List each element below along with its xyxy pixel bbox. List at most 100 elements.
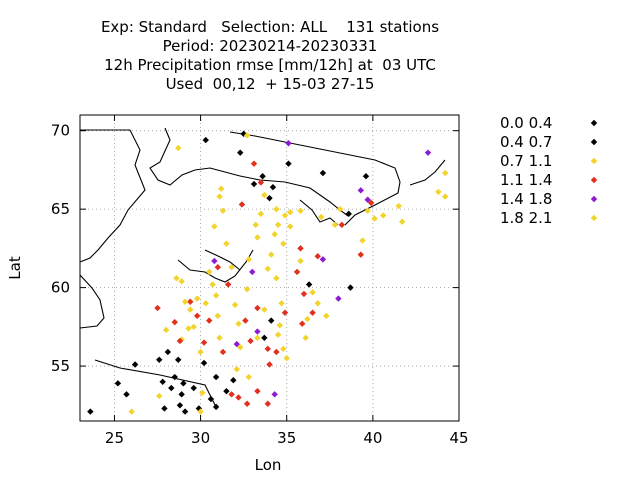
data-point <box>367 199 375 207</box>
data-point <box>123 391 130 398</box>
data-point <box>199 389 206 396</box>
data-point <box>302 334 309 342</box>
data-point <box>319 256 327 263</box>
data-point <box>424 149 432 156</box>
data-point <box>247 337 254 345</box>
data-point <box>233 340 240 348</box>
data-point <box>314 253 321 260</box>
data-point <box>156 392 163 400</box>
y-tick-label: 65 <box>51 200 70 218</box>
data-point <box>297 257 304 265</box>
data-point <box>338 221 346 229</box>
x-tick-label: 45 <box>449 429 468 447</box>
data-point <box>212 403 220 411</box>
data-point <box>207 395 215 403</box>
data-point <box>202 300 209 307</box>
data-point <box>250 160 258 167</box>
data-point <box>297 207 304 214</box>
data-point <box>254 387 261 395</box>
data-point <box>264 345 271 353</box>
data-point <box>223 240 230 247</box>
legend-marker <box>590 138 598 146</box>
data-point <box>237 149 244 156</box>
data-point <box>228 391 235 398</box>
data-point <box>230 377 237 384</box>
data-point <box>131 361 139 368</box>
data-point <box>211 257 218 265</box>
data-point <box>243 400 251 407</box>
data-point <box>187 298 194 305</box>
data-point <box>266 194 273 202</box>
data-point <box>293 268 301 276</box>
data-point <box>174 356 182 363</box>
data-point <box>278 300 285 307</box>
data-point <box>254 304 261 312</box>
data-point <box>164 348 172 356</box>
data-point <box>268 251 275 258</box>
data-point <box>442 169 449 177</box>
data-point <box>273 348 280 356</box>
data-point <box>336 205 344 213</box>
data-point <box>200 339 208 346</box>
data-point <box>228 264 235 271</box>
data-point <box>168 384 175 392</box>
data-point <box>261 306 268 313</box>
data-point <box>395 202 402 210</box>
data-point <box>274 331 282 338</box>
data-point <box>283 355 290 362</box>
data-point <box>114 380 122 387</box>
x-axis-label: Lon <box>255 456 282 474</box>
data-point <box>178 278 185 285</box>
chart-title-line: 12h Precipitation rmse [mm/12h] at 03 UT… <box>104 56 436 74</box>
data-point <box>257 179 265 186</box>
data-point <box>286 223 294 230</box>
data-point <box>254 328 261 335</box>
data-point <box>197 348 204 356</box>
legend-label: 0.7 1.1 <box>500 152 552 170</box>
data-point <box>176 402 184 409</box>
data-point <box>161 405 168 412</box>
data-point <box>264 400 271 407</box>
data-point <box>200 359 208 367</box>
data-point <box>309 289 316 296</box>
data-point <box>216 334 223 342</box>
data-point <box>254 234 261 241</box>
data-point <box>435 188 442 196</box>
legend-label: 1.1 1.4 <box>500 171 552 189</box>
data-point <box>180 380 187 387</box>
legend-marker <box>590 119 598 127</box>
data-point <box>266 361 273 368</box>
legend-marker <box>590 195 598 203</box>
data-point <box>209 281 216 288</box>
data-point <box>181 298 189 305</box>
data-point <box>297 245 304 252</box>
data-point <box>274 221 282 229</box>
legend: 0.0 0.40.4 0.70.7 1.11.1 1.41.4 1.81.8 2… <box>500 114 598 227</box>
data-point <box>154 304 161 312</box>
data-point <box>309 309 316 316</box>
data-point <box>173 275 180 282</box>
data-point <box>233 366 240 373</box>
data-point <box>219 207 227 214</box>
legend-marker <box>590 214 598 222</box>
data-point <box>264 265 271 272</box>
data-point <box>299 320 306 327</box>
data-point <box>171 373 178 381</box>
data-point <box>359 237 366 244</box>
data-point <box>237 344 244 351</box>
data-point <box>323 312 330 320</box>
data-point <box>280 240 287 247</box>
data-point <box>364 196 371 203</box>
legend-label: 1.4 1.8 <box>500 190 552 208</box>
data-point <box>187 306 194 313</box>
data-point <box>223 387 230 395</box>
data-point <box>257 210 265 218</box>
x-tick-label: 35 <box>277 429 296 447</box>
data-point <box>305 281 313 288</box>
data-point <box>261 191 268 199</box>
data-point <box>206 317 213 324</box>
data-point <box>371 215 378 222</box>
data-point <box>231 301 239 309</box>
data-point <box>268 317 275 324</box>
data-point <box>224 281 232 288</box>
